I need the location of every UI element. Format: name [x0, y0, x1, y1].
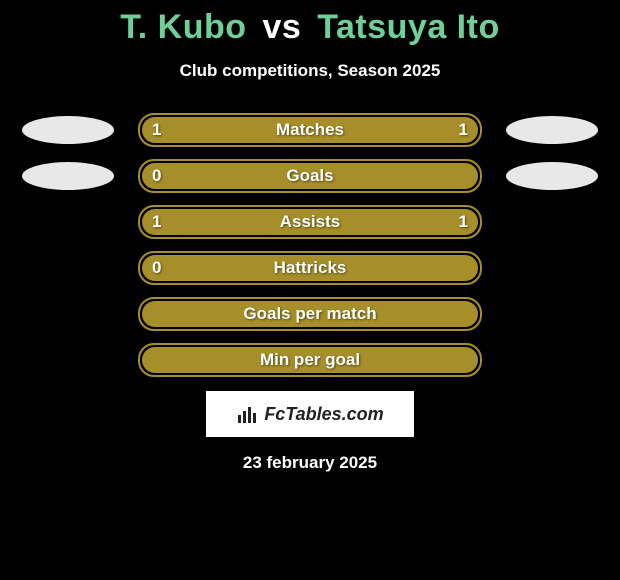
- stat-label: Goals per match: [243, 304, 376, 324]
- ellipse-left: [22, 162, 114, 190]
- stat-bar: 1 1 Matches: [138, 113, 482, 147]
- stat-bar: 0 Hattricks: [138, 251, 482, 285]
- stat-row: 1 1 Assists: [0, 207, 620, 237]
- value-right: 1: [459, 212, 468, 232]
- value-left: 1: [152, 120, 161, 140]
- stat-label: Assists: [280, 212, 340, 232]
- stat-row: Min per goal: [0, 345, 620, 375]
- stat-label: Min per goal: [260, 350, 360, 370]
- player1-name: T. Kubo: [120, 8, 246, 46]
- subtitle: Club competitions, Season 2025: [0, 61, 620, 81]
- vs-text: vs: [262, 8, 301, 46]
- value-left: 0: [152, 166, 161, 186]
- stat-label: Matches: [276, 120, 344, 140]
- branding-text: FcTables.com: [264, 404, 383, 425]
- ellipse-left: [22, 116, 114, 144]
- stat-bar: Goals per match: [138, 297, 482, 331]
- page-title: T. Kubo vs Tatsuya Ito: [0, 0, 620, 47]
- stat-row: 0 Goals: [0, 161, 620, 191]
- value-right: 1: [459, 120, 468, 140]
- value-left: 0: [152, 258, 161, 278]
- stat-row: 1 1 Matches: [0, 115, 620, 145]
- stat-bar: 0 Goals: [138, 159, 482, 193]
- stat-label: Goals: [286, 166, 333, 186]
- ellipse-right: [506, 116, 598, 144]
- comparison-card: T. Kubo vs Tatsuya Ito Club competitions…: [0, 0, 620, 580]
- stat-label: Hattricks: [274, 258, 347, 278]
- stat-row: 0 Hattricks: [0, 253, 620, 283]
- value-left: 1: [152, 212, 161, 232]
- stat-bar: 1 1 Assists: [138, 205, 482, 239]
- stat-bar: Min per goal: [138, 343, 482, 377]
- chart-icon: [236, 403, 258, 425]
- stats-rows: 1 1 Matches 0 Goals 1 1 Assists 0 Hattricks Goals …: [0, 115, 620, 375]
- branding-badge: FcTables.com: [206, 391, 414, 437]
- ellipse-right: [506, 162, 598, 190]
- stat-row: Goals per match: [0, 299, 620, 329]
- date-text: 23 february 2025: [0, 453, 620, 473]
- player2-name: Tatsuya Ito: [317, 8, 499, 46]
